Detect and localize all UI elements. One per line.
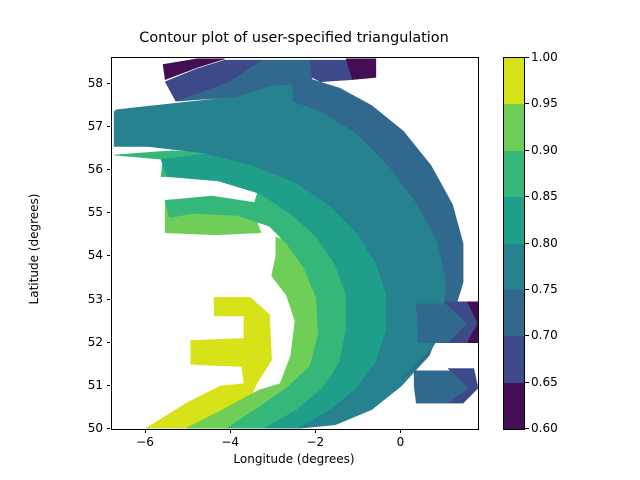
x-tick-mark [230,429,232,433]
contour-polygon [144,297,272,429]
colorbar-band [504,58,524,105]
colorbar-band [504,382,524,429]
contour-band [164,59,478,404]
colorbar-tick-label: 0.65 [531,374,558,389]
colorbar-tick-label: 0.80 [531,235,558,250]
y-axis-label: Latitude (degrees) [27,193,41,305]
contour-band [144,297,272,429]
y-tick-mark [106,212,110,214]
x-tick-label: −6 [136,435,154,449]
colorbar-frame [503,57,525,430]
x-tick-label: −4 [221,435,240,449]
x-tick-label: 0 [396,435,405,449]
colorbar-band [504,289,524,337]
x-tick-mark [315,429,317,433]
contour-band [162,58,478,344]
colorbar-tick-mark [525,242,529,244]
colorbar-tick-mark [525,196,529,198]
colorbar-band [504,243,524,290]
contour-band [175,59,470,404]
colorbar-band [504,104,524,151]
y-tick-mark [106,169,110,171]
y-tick-label: 51 [87,377,103,392]
colorbar-tick-label: 0.60 [531,421,558,435]
colorbar-tick-label: 0.70 [531,328,558,343]
colorbar-tick-mark [525,149,529,151]
y-tick-label: 58 [87,75,103,90]
y-tick-label: 55 [87,205,103,220]
colorbar-band [504,150,524,198]
colorbar-tick-label: 1.00 [531,50,558,64]
y-tick-mark [106,82,110,84]
y-tick-label: 56 [87,162,103,177]
x-tick-label: −2 [306,435,325,449]
contour-polygon [162,58,225,80]
y-tick-mark [106,428,110,429]
colorbar-band [504,197,524,244]
colorbar-tick-label: 0.85 [531,189,558,204]
colorbar-tick-label: 0.90 [531,142,558,157]
colorbar-tick-mark [525,428,529,429]
x-tick-mark [145,429,147,433]
colorbar-tick-mark [525,288,529,290]
page-title: Contour plot of user-specified triangula… [139,30,449,46]
colorbar-tick-label: 0.75 [531,281,558,296]
y-tick-label: 50 [87,421,103,435]
colorbar-tick-label: 0.95 [531,96,558,111]
y-tick-mark [106,341,110,343]
contour-polygon [164,59,262,102]
contour-polygon [447,368,478,404]
contour-polygon [345,58,377,80]
y-tick-mark [106,298,110,300]
colorbar-band [504,336,524,383]
colorbar-tick-mark [525,103,529,105]
colorbar-tick-mark [525,57,529,58]
y-tick-label: 52 [87,334,103,349]
contour-polygon [309,59,353,83]
colorbar-tick-mark [525,381,529,383]
y-tick-label: 53 [87,291,103,306]
y-tick-label: 57 [87,119,103,134]
y-tick-mark [106,255,110,257]
x-axis-label: Longitude (degrees) [233,452,355,466]
x-tick-mark [400,429,402,433]
contour-polygon [466,301,478,344]
colorbar-tick-mark [525,335,529,337]
y-tick-label: 54 [87,248,103,263]
contour-plot-area [113,58,478,429]
y-tick-mark [106,384,110,386]
y-tick-mark [106,126,110,128]
contour-polygon [175,59,464,380]
